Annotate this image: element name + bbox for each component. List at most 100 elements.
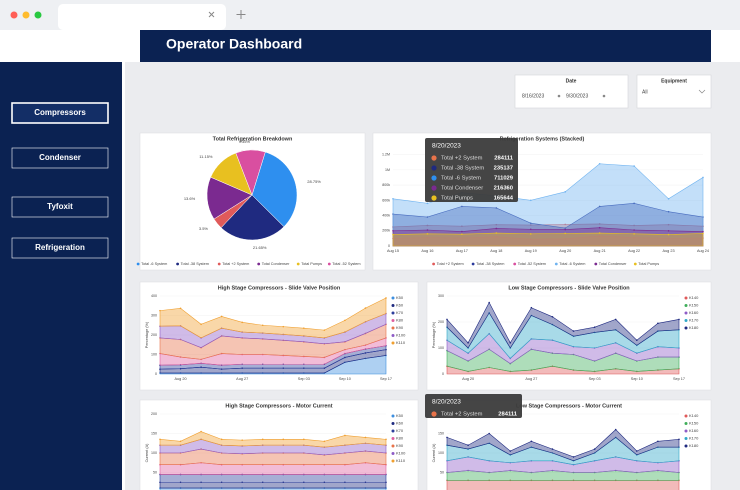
x-tick-label: Aug 16 [421, 249, 433, 253]
dropdown-chevron[interactable] [698, 89, 706, 94]
y-axis-label: Current (A) [145, 443, 149, 463]
legend-label: K70 [396, 428, 404, 433]
legend-swatch [391, 311, 395, 315]
point [572, 330, 575, 332]
legend-swatch [594, 262, 598, 266]
legend-label: K50 [396, 413, 404, 418]
tooltip-swatch [431, 165, 437, 171]
close-dot[interactable] [10, 11, 18, 19]
tab[interactable] [58, 4, 226, 30]
point [495, 207, 498, 209]
point [564, 232, 567, 235]
legend-label: K80 [396, 318, 404, 323]
point [323, 329, 326, 331]
pie-slice [251, 151, 298, 228]
tooltip-swatch [431, 411, 437, 417]
equipment-filter[interactable] [636, 74, 712, 109]
new-tab-icon[interactable] [236, 10, 246, 19]
tooltip-value: 284111 [494, 156, 513, 162]
point [529, 228, 532, 231]
nav-button[interactable] [11, 102, 109, 124]
legend-swatch [391, 341, 395, 345]
nav-button[interactable] [11, 147, 109, 169]
chart-title: High Stage Compressors - Motor Current [225, 403, 332, 409]
tooltip-date: 8/20/2023 [432, 399, 461, 406]
y-tick-label: 200 [151, 412, 157, 416]
point [179, 307, 182, 310]
point [572, 456, 575, 458]
point [461, 233, 463, 235]
nav-label[interactable]: Refrigeration [35, 243, 85, 252]
x-tick-label: Aug 17 [456, 249, 468, 253]
area [159, 474, 387, 483]
legend-label: Total -52 System [332, 262, 360, 266]
legend-label: Total +2 System [222, 262, 249, 266]
tooltip-value: 711029 [494, 176, 514, 182]
minimize-dot[interactable] [22, 11, 30, 19]
tooltip-name: Total -38 System [441, 166, 484, 172]
y-tick-label: 800k [382, 183, 390, 187]
point [426, 236, 429, 239]
date-start[interactable]: 8/16/2023 [522, 93, 544, 99]
nav-label[interactable]: Tyfoxit [47, 202, 73, 211]
point [530, 306, 533, 309]
pie-slice [235, 149, 266, 196]
point [657, 440, 659, 443]
legend-swatch [432, 262, 435, 266]
point [220, 438, 223, 441]
legend-label: K180 [689, 443, 699, 448]
legend-swatch [176, 262, 180, 266]
legend-swatch [513, 262, 517, 266]
point [488, 432, 490, 435]
legend-label: K110 [396, 458, 406, 463]
legend-swatch [391, 334, 395, 337]
legend-swatch [684, 422, 688, 425]
point [702, 230, 704, 233]
nav-button[interactable] [11, 196, 109, 218]
point [303, 438, 305, 441]
tooltip-date: 8/20/2023 [432, 143, 461, 150]
legend-label: Total Pumps [638, 262, 659, 266]
legend-swatch [391, 429, 395, 433]
legend-swatch [391, 414, 395, 418]
point [598, 226, 601, 229]
equipment-value[interactable]: All [642, 89, 648, 95]
legend-label: K180 [689, 325, 699, 330]
nav-label[interactable]: Condenser [39, 153, 81, 162]
point [530, 440, 533, 443]
y-tick-label: 400 [151, 294, 157, 298]
calendar-icon[interactable] [602, 94, 606, 98]
point [551, 448, 554, 450]
point [467, 342, 469, 344]
nav-button[interactable] [11, 237, 109, 259]
point [529, 238, 532, 240]
x-tick-label: Aug 15 [387, 249, 399, 253]
date-end[interactable]: 9/30/2023 [566, 93, 588, 99]
point [667, 237, 670, 240]
point [385, 297, 387, 299]
legend-swatch [684, 311, 688, 315]
sidebar [0, 62, 122, 490]
y-tick-label: 300 [438, 294, 444, 298]
point [461, 225, 463, 227]
tooltip-swatch [431, 155, 437, 161]
point [667, 229, 670, 232]
tab-close-icon[interactable] [208, 11, 215, 18]
zoom-dot[interactable] [34, 11, 42, 19]
slice-label: 21.65% [253, 245, 267, 250]
point [564, 228, 567, 231]
y-tick-label: 1.2M [382, 153, 390, 157]
x-tick-label: Aug 22 [628, 249, 640, 253]
point [564, 191, 567, 193]
tooltip-name: Total +2 System [441, 156, 483, 162]
nav-label[interactable]: Compressors [34, 108, 86, 117]
point [598, 235, 601, 237]
slice-label: 28.75% [307, 179, 321, 184]
legend-swatch [684, 304, 688, 307]
legend-label: Total -38 System [181, 262, 209, 266]
point [200, 323, 202, 326]
tooltip-value: 216360 [494, 186, 513, 192]
tooltip-name: Total -6 System [441, 176, 481, 182]
calendar-icon[interactable] [557, 94, 561, 98]
